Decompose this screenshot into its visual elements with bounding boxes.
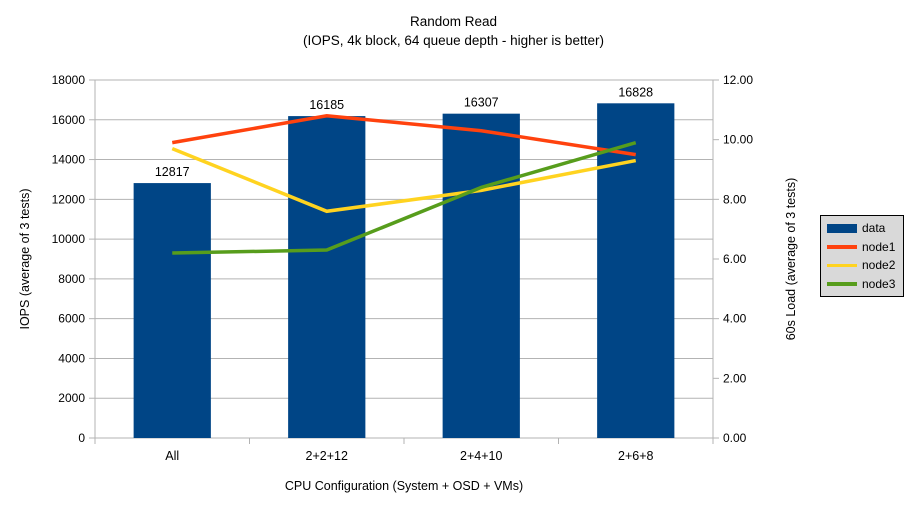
x-axis-title: CPU Configuration (System + OSD + VMs) [284, 479, 524, 493]
legend-item: node1 [827, 241, 901, 253]
left-tick-label: 4000 [58, 351, 85, 365]
line-node1 [171, 114, 637, 157]
chart-subtitle: (IOPS, 4k block, 64 queue depth - higher… [303, 33, 604, 48]
legend-swatch-node2 [827, 263, 857, 267]
legend-label: node2 [862, 258, 896, 273]
category-label: All [165, 449, 179, 463]
left-tick-label: 18000 [52, 73, 86, 87]
left-tick-label: 6000 [58, 312, 85, 326]
legend-swatch-node1 [827, 245, 857, 249]
left-tick-label: 12000 [52, 192, 86, 206]
left-tick-label: 16000 [52, 113, 86, 127]
left-tick-label: 10000 [52, 232, 86, 246]
right-tick-label: 6.00 [723, 252, 747, 266]
bar [597, 103, 675, 438]
bar [442, 113, 520, 439]
bar-value-label: 16185 [309, 98, 344, 112]
right-tick-label: 4.00 [723, 312, 747, 326]
bar-value-label: 16828 [618, 85, 653, 99]
bar-value-label: 12817 [155, 165, 190, 179]
legend-label: data [862, 221, 886, 236]
left-tick-label: 0 [78, 431, 85, 445]
right-tick-label: 8.00 [723, 192, 747, 206]
bar-value-label: 16307 [464, 96, 499, 110]
left-tick-label: 2000 [58, 391, 85, 405]
bar [288, 116, 366, 439]
line-node3 [172, 140, 637, 255]
category-label: 2+4+10 [460, 449, 502, 463]
legend-item: node3 [827, 278, 901, 290]
chart-title-block: Random Read (IOPS, 4k block, 64 queue de… [0, 12, 907, 50]
right-tick-label: 12.00 [723, 73, 753, 87]
legend-label: node3 [862, 276, 896, 291]
chart-title: Random Read [409, 14, 498, 29]
line-node2 [171, 146, 637, 214]
category-label: 2+2+12 [306, 449, 348, 463]
legend-item: node2 [827, 259, 901, 271]
left-tick-label: 8000 [58, 272, 85, 286]
legend-swatch-data [827, 223, 857, 233]
left-tick-label: 14000 [52, 153, 86, 167]
bar [133, 183, 211, 438]
legend-label: node1 [862, 239, 896, 254]
legend-swatch-node3 [827, 282, 857, 286]
right-tick-label: 0.00 [723, 431, 747, 445]
legend: data node1 node2 node3 [820, 215, 904, 297]
right-tick-label: 10.00 [723, 133, 753, 147]
right-tick-label: 2.00 [723, 371, 747, 385]
category-label: 2+6+8 [618, 449, 654, 463]
legend-item: data [827, 222, 901, 234]
